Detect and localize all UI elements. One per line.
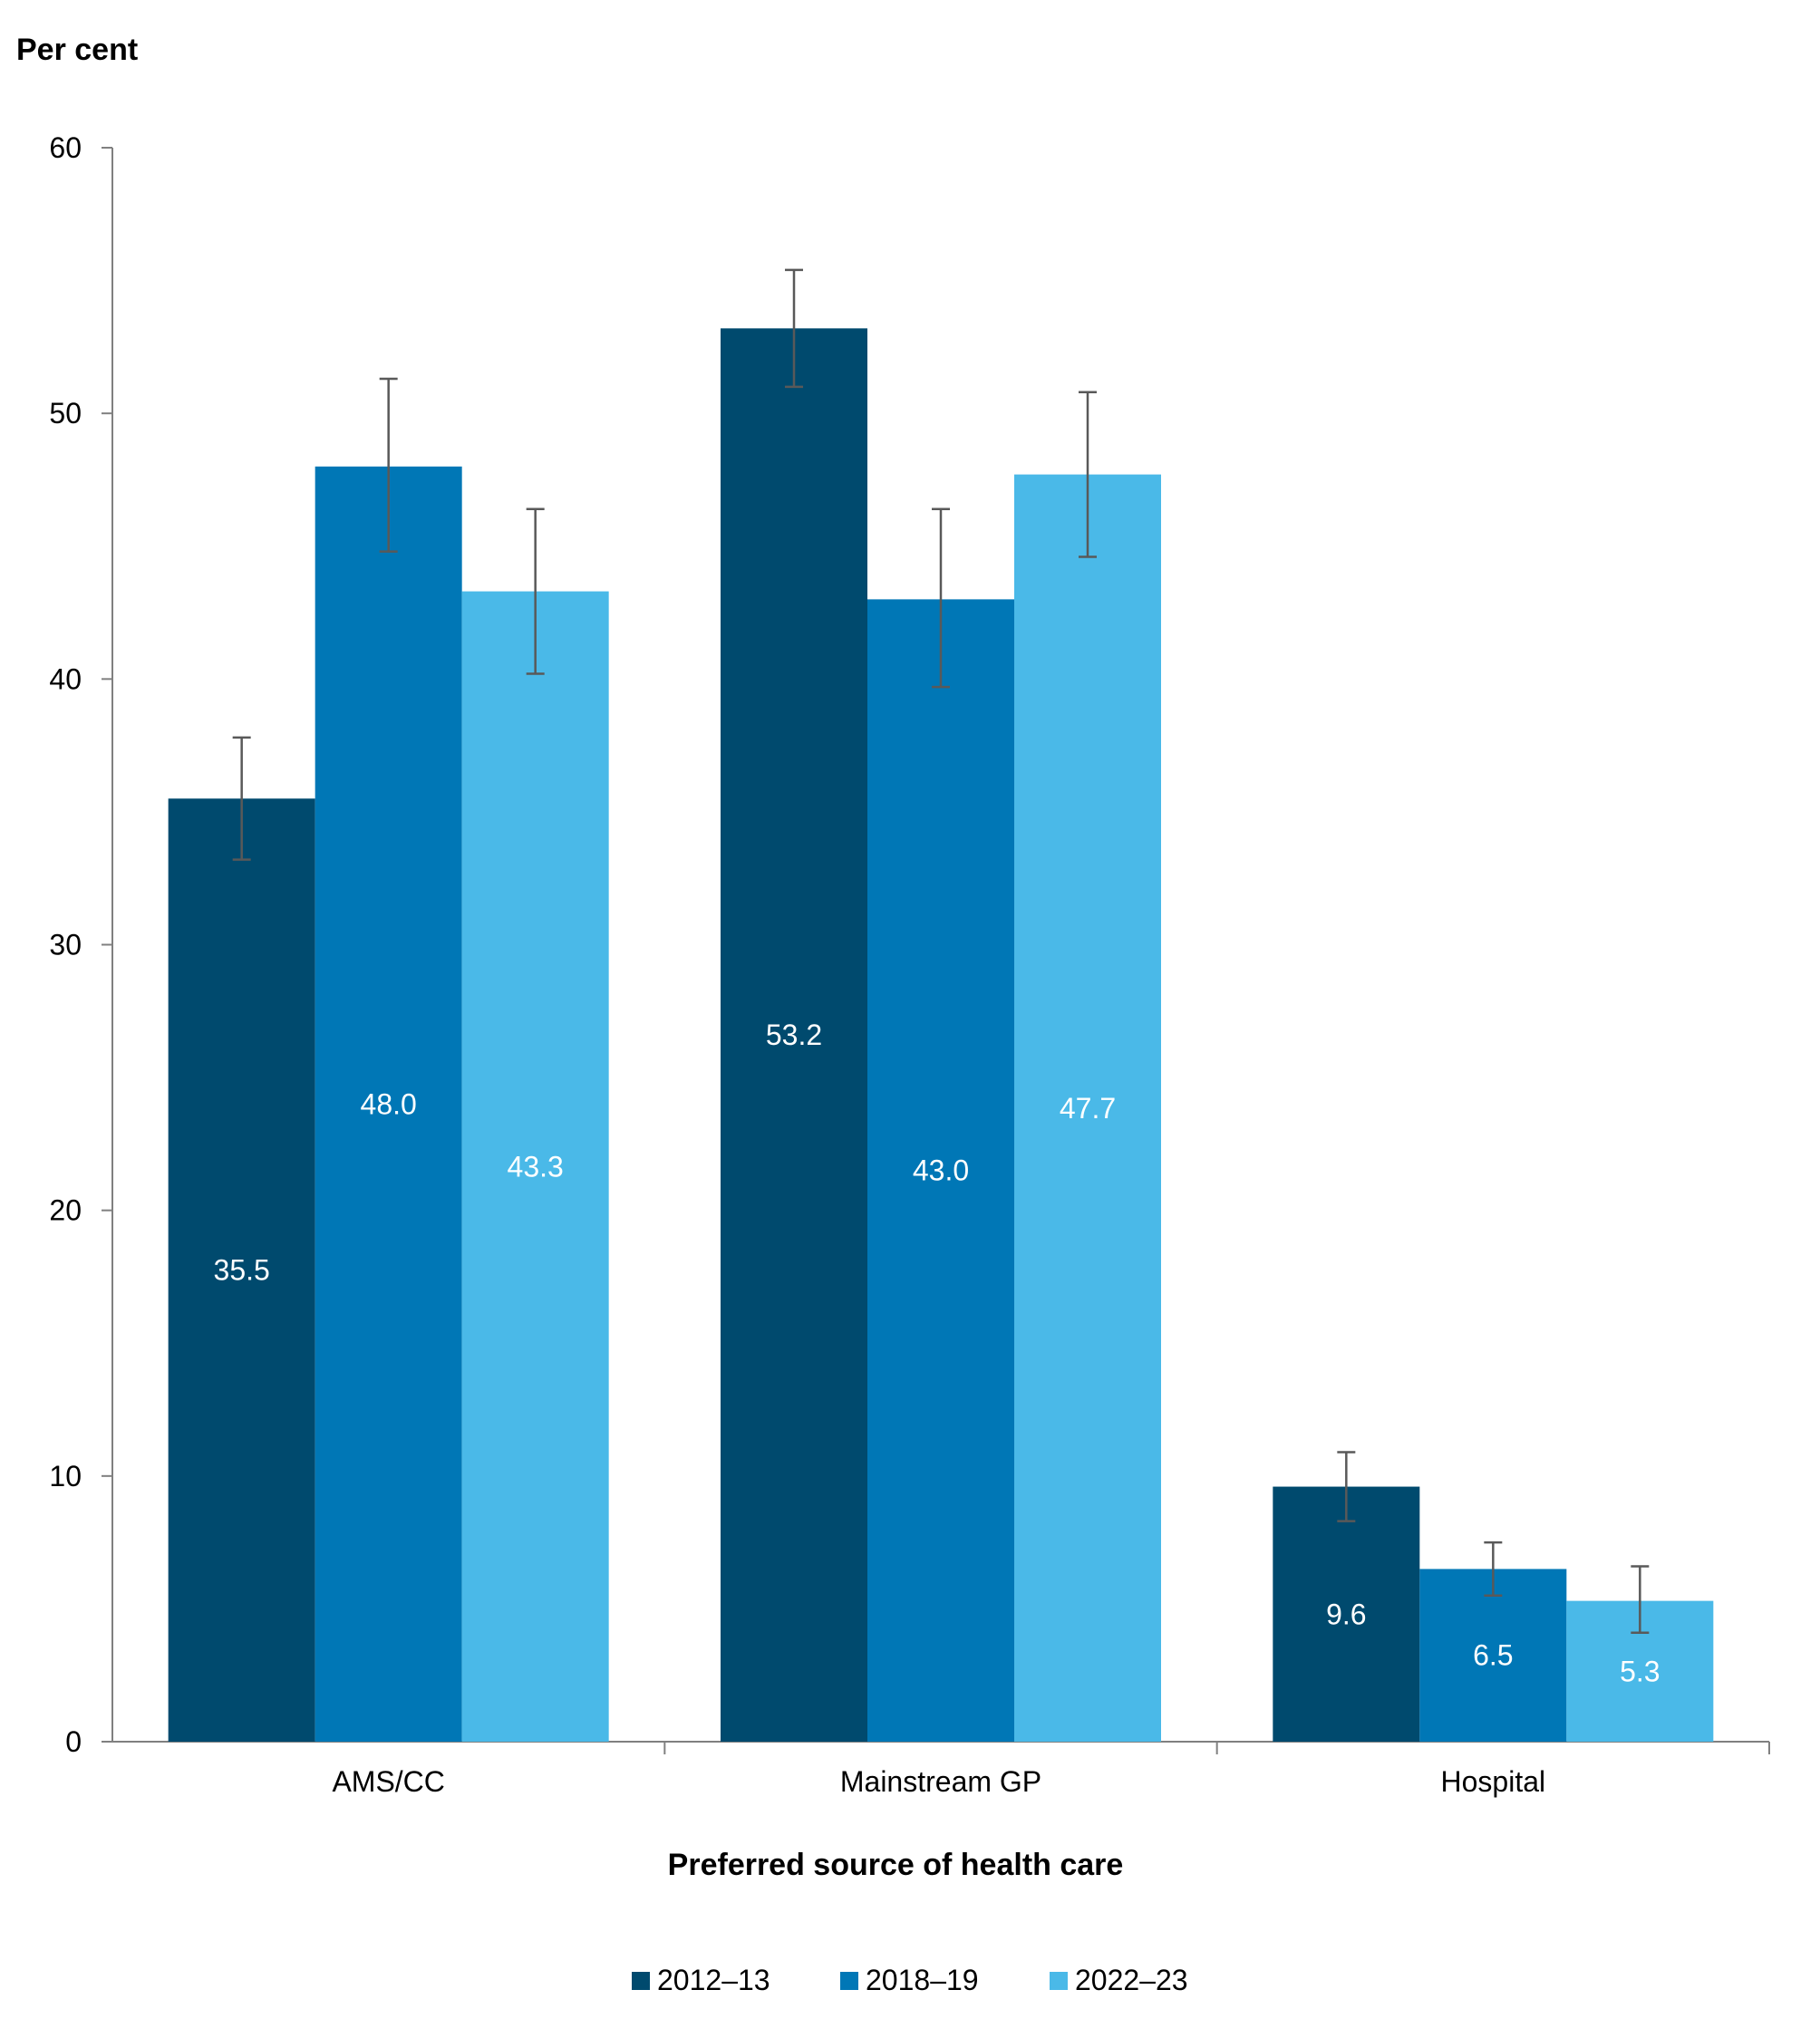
x-category-label: AMS/CC bbox=[332, 1765, 444, 1798]
data-label: 9.6 bbox=[1326, 1598, 1366, 1630]
data-label: 5.3 bbox=[1620, 1655, 1660, 1687]
x-axis-category-labels: AMS/CC Mainstream GP Hospital bbox=[332, 1765, 1545, 1798]
x-category-label: Hospital bbox=[1441, 1765, 1546, 1798]
data-labels: 35.5 48.0 43.3 53.2 43.0 47.7 9.6 6.5 5.3 bbox=[214, 1019, 1660, 1687]
y-tick-label: 20 bbox=[49, 1194, 82, 1227]
data-label: 6.5 bbox=[1473, 1639, 1513, 1672]
bar bbox=[461, 591, 609, 1742]
legend-label: 2018–19 bbox=[866, 1964, 979, 1996]
y-tick-label: 60 bbox=[49, 131, 82, 164]
data-label: 48.0 bbox=[361, 1087, 417, 1120]
bar bbox=[721, 328, 867, 1743]
y-tick-label: 40 bbox=[49, 662, 82, 695]
legend-swatch bbox=[840, 1972, 858, 1990]
y-tick-label: 0 bbox=[65, 1725, 82, 1758]
bar bbox=[168, 798, 315, 1743]
error-bars bbox=[232, 268, 1650, 1635]
y-axis-title: Per cent bbox=[16, 33, 138, 67]
bar bbox=[867, 599, 1014, 1743]
legend: 2012–13 2018–19 2022–23 bbox=[632, 1964, 1188, 1996]
y-axis-ticks: 0 10 20 30 40 50 60 bbox=[49, 131, 112, 1758]
bar bbox=[1014, 474, 1161, 1742]
legend-swatch bbox=[1050, 1972, 1068, 1990]
data-label: 35.5 bbox=[214, 1254, 270, 1287]
x-axis-title: Preferred source of health care bbox=[668, 1848, 1124, 1882]
legend-label: 2022–23 bbox=[1075, 1964, 1188, 1996]
data-label: 43.0 bbox=[913, 1154, 969, 1187]
data-label: 53.2 bbox=[766, 1019, 822, 1051]
bars bbox=[168, 328, 1714, 1743]
y-tick-label: 10 bbox=[49, 1460, 82, 1492]
legend-swatch bbox=[632, 1972, 650, 1990]
y-tick-label: 50 bbox=[49, 397, 82, 430]
bar bbox=[1419, 1569, 1567, 1742]
bar bbox=[315, 466, 462, 1742]
y-tick-label: 30 bbox=[49, 929, 82, 961]
bar bbox=[1273, 1486, 1420, 1742]
data-label: 43.3 bbox=[508, 1150, 564, 1183]
legend-label: 2012–13 bbox=[657, 1964, 770, 1996]
x-category-label: Mainstream GP bbox=[840, 1765, 1041, 1798]
data-label: 47.7 bbox=[1060, 1092, 1116, 1125]
